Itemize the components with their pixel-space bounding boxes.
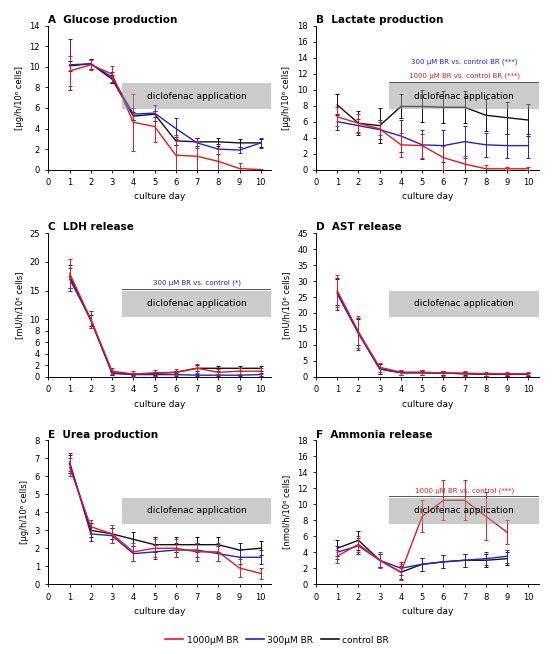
- FancyBboxPatch shape: [122, 83, 271, 109]
- FancyBboxPatch shape: [389, 290, 539, 317]
- Text: 300 μM BR vs. control (*): 300 μM BR vs. control (*): [152, 280, 240, 286]
- X-axis label: culture day: culture day: [402, 400, 453, 409]
- Y-axis label: [mU/h/10⁶ cells]: [mU/h/10⁶ cells]: [15, 271, 24, 339]
- X-axis label: culture day: culture day: [134, 192, 186, 201]
- FancyBboxPatch shape: [122, 290, 271, 317]
- Text: E  Urea production: E Urea production: [48, 430, 158, 439]
- Text: diclofenac application: diclofenac application: [414, 299, 514, 308]
- FancyBboxPatch shape: [389, 83, 539, 109]
- Text: diclofenac application: diclofenac application: [147, 506, 247, 515]
- Text: 1000 μM BR vs. control (***): 1000 μM BR vs. control (***): [414, 487, 514, 494]
- Text: diclofenac application: diclofenac application: [414, 92, 514, 101]
- Text: diclofenac application: diclofenac application: [147, 92, 247, 101]
- X-axis label: culture day: culture day: [402, 607, 453, 616]
- Text: B  Lactate production: B Lactate production: [316, 15, 443, 25]
- X-axis label: culture day: culture day: [134, 400, 186, 409]
- Text: diclofenac application: diclofenac application: [414, 506, 514, 515]
- Y-axis label: [μg/h/10⁶ cells]: [μg/h/10⁶ cells]: [20, 480, 29, 544]
- Y-axis label: [μg/h/10⁶ cells]: [μg/h/10⁶ cells]: [15, 65, 24, 129]
- Text: diclofenac application: diclofenac application: [147, 299, 247, 308]
- Y-axis label: [μg/h/10⁶ cells]: [μg/h/10⁶ cells]: [283, 65, 291, 129]
- FancyBboxPatch shape: [389, 498, 539, 524]
- Y-axis label: [mU/h/10⁶ cells]: [mU/h/10⁶ cells]: [283, 271, 291, 339]
- Text: 1000 μM BR vs. control BR (***): 1000 μM BR vs. control BR (***): [409, 73, 520, 79]
- Text: C  LDH release: C LDH release: [48, 222, 134, 232]
- Text: A  Glucose production: A Glucose production: [48, 15, 178, 25]
- X-axis label: culture day: culture day: [134, 607, 186, 616]
- Legend: 1000μM BR, 300μM BR, control BR: 1000μM BR, 300μM BR, control BR: [161, 632, 393, 648]
- X-axis label: culture day: culture day: [402, 192, 453, 201]
- Text: F  Ammonia release: F Ammonia release: [316, 430, 433, 439]
- FancyBboxPatch shape: [122, 498, 271, 524]
- Y-axis label: [nmol/h/10⁶ cells]: [nmol/h/10⁶ cells]: [283, 475, 291, 549]
- Text: 300 μM BR vs. control BR (***): 300 μM BR vs. control BR (***): [411, 58, 517, 65]
- Text: D  AST release: D AST release: [316, 222, 402, 232]
